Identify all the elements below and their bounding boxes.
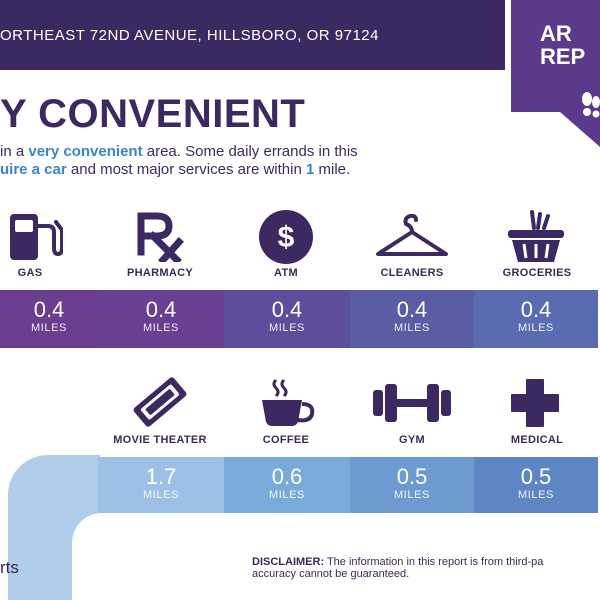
distance-cell-coffee: 0.6 MILES bbox=[224, 457, 350, 515]
section-text-fragment: rts bbox=[0, 558, 19, 577]
service-label-pharmacy: PHARMACY bbox=[127, 267, 193, 279]
distance-cell-atm: 0.4 MILES bbox=[224, 290, 350, 348]
basket-icon bbox=[508, 210, 564, 262]
band-divider bbox=[598, 290, 600, 348]
distance-cell-groceries: 0.4 MILES bbox=[474, 290, 598, 348]
service-label-gym: GYM bbox=[399, 434, 425, 446]
disclaimer: DISCLAIMER: The information in this repo… bbox=[252, 556, 544, 580]
report-ribbon bbox=[505, 0, 600, 153]
service-label-medical: MEDICAL bbox=[510, 434, 564, 446]
distance-band-row1: 0.4 MILES 0.4 MILES 0.4 MILES 0.4 MILES 0.4 M… bbox=[0, 290, 600, 348]
service-label-coffee: COFFEE bbox=[262, 434, 310, 446]
service-label-groceries: GROCERIES bbox=[502, 267, 572, 279]
distance-band-row2: 1.7 MILES 0.6 MILES 0.5 MILES 0.5 MILES bbox=[98, 457, 600, 515]
service-label-movie-theater: MOVIE THEATER bbox=[113, 434, 207, 446]
medical-cross-icon bbox=[511, 379, 559, 427]
description-line-2: uire a car and most major services are w… bbox=[0, 161, 351, 178]
footprint-icon bbox=[582, 92, 600, 118]
ticket-icon bbox=[133, 377, 187, 427]
distance-cell-cleaners: 0.4 MILES bbox=[350, 290, 474, 348]
page-title: Y CONVENIENT bbox=[0, 92, 306, 136]
convenience-description: in a very convenient area. Some daily er… bbox=[0, 143, 358, 179]
hanger-icon bbox=[376, 214, 448, 256]
description-line-1: in a very convenient area. Some daily er… bbox=[0, 143, 358, 160]
coffee-icon bbox=[262, 378, 315, 426]
service-label-atm: ATM bbox=[274, 267, 298, 279]
header-bar bbox=[0, 0, 600, 70]
property-address: ORTHEAST 72ND AVENUE, HILLSBORO, OR 9712… bbox=[0, 27, 379, 44]
ribbon-text: AR REP bbox=[540, 21, 586, 69]
distance-cell-pharmacy: 0.4 MILES bbox=[98, 290, 224, 348]
service-label-cleaners: CLEANERS bbox=[380, 267, 444, 279]
distance-cell-movie-theater: 1.7 MILES bbox=[98, 457, 224, 515]
svg-text:$: $ bbox=[278, 221, 295, 254]
distance-cell-gas: 0.4 MILES bbox=[0, 290, 98, 348]
service-label-gas: GAS bbox=[17, 267, 43, 279]
dumbbell-icon bbox=[373, 384, 451, 422]
lower-panel bbox=[72, 513, 600, 600]
distance-cell-gym: 0.5 MILES bbox=[350, 457, 474, 515]
gas-pump-icon bbox=[10, 214, 63, 260]
distance-cell-medical: 0.5 MILES bbox=[474, 457, 598, 515]
rx-icon bbox=[137, 212, 184, 262]
dollar-icon: $ bbox=[259, 210, 313, 264]
